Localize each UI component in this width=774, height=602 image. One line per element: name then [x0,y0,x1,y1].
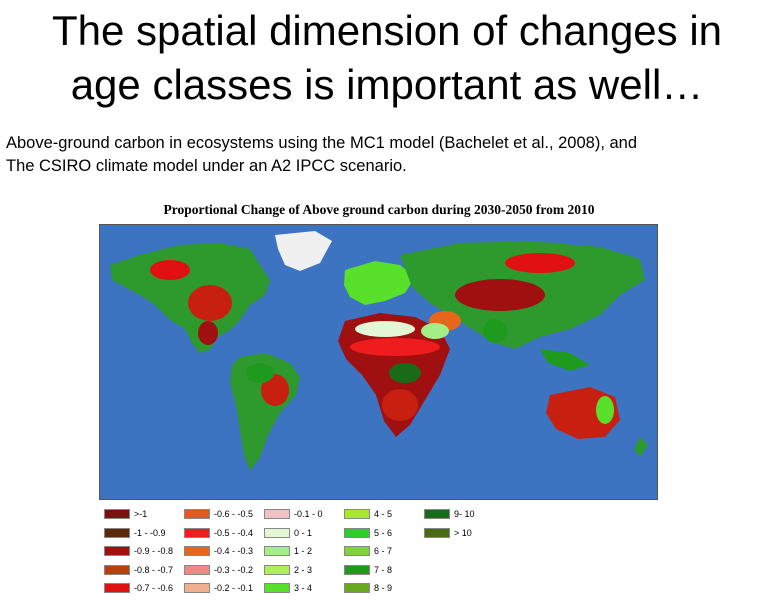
southeast-asia-islands [540,349,590,371]
subtitle-line-2: The CSIRO climate model under an A2 IPCC… [6,157,407,175]
legend-item: 8 - 9 [344,580,424,596]
subtitle-line-1: Above-ground carbon in ecosystems using … [6,134,638,152]
legend-label: -0.2 - -0.1 [214,583,254,593]
legend-label: -0.3 - -0.2 [214,564,254,575]
legend-label: -0.1 - 0 [294,509,323,519]
world-map [99,224,658,500]
europe-landmass [344,261,415,305]
legend-item: >-1 [104,506,184,522]
legend-label: 5 - 6 [374,527,393,538]
legend-label: 7 - 8 [374,564,393,575]
legend-item: -0.3 - -0.2 [184,562,264,578]
greenland-landmass [275,231,332,271]
legend-item: -0.2 - -0.1 [184,580,264,596]
legend-item: -1 - -0.9 [104,525,184,541]
legend-swatch [264,509,290,519]
sahel-red-band [350,338,440,356]
legend-label: 2 - 3 [294,564,313,575]
legend-swatch [344,583,370,593]
legend-item: 6 - 7 [344,543,424,559]
legend-swatch [264,583,290,593]
mexico-red-patch [198,321,218,345]
legend-swatch [184,527,210,538]
india-green-patch [483,319,507,343]
legend-swatch [184,564,210,575]
map-title: Proportional Change of Above ground carb… [163,202,595,217]
legend-item: 2 - 3 [264,562,344,578]
legend-label: -0.9 - -0.8 [134,546,174,556]
congo-green-patch [389,363,421,383]
legend-swatch [264,527,290,538]
legend-label: >-1 [134,509,148,519]
legend-swatch [344,509,370,519]
legend-item: -0.5 - -0.4 [184,525,264,541]
legend-label: -1 - -0.9 [134,527,166,538]
australia-green-coast [596,396,614,424]
legend-swatch [344,527,370,538]
legend-item: -0.8 - -0.7 [104,562,184,578]
legend-item: -0.9 - -0.8 [104,543,184,559]
legend-swatch [104,509,130,519]
legend-swatch [104,583,130,593]
legend-label: 3 - 4 [294,583,313,593]
legend-item: -0.1 - 0 [264,506,344,522]
legend-label: -0.6 - -0.5 [214,509,254,519]
legend-swatch [184,546,210,556]
north-america-red-patch [188,285,232,321]
legend-swatch [104,564,130,575]
slide-title-line-1: The spatial dimension of changes in [51,7,723,54]
legend-label: 6 - 7 [374,546,393,556]
legend-label: 1 - 2 [294,546,313,556]
legend-label: -0.4 - -0.3 [214,546,254,556]
legend-swatch [424,527,450,538]
new-zealand-landmass [634,437,648,457]
world-map-svg [110,231,648,471]
sahara-green-patch [355,321,415,337]
map-figure: Proportional Change of Above ground carb… [96,196,662,600]
canada-red-patch [150,260,190,280]
legend-swatch [344,546,370,556]
legend-label: 8 - 9 [374,583,393,593]
legend-item: 7 - 8 [344,562,424,578]
legend-item: -0.6 - -0.5 [184,506,264,522]
slide-subtitle: Above-ground carbon in ecosystems using … [6,132,772,178]
legend-item: 9- 10 [424,506,504,522]
legend-item: 4 - 5 [344,506,424,522]
legend-label: -0.7 - -0.6 [134,583,174,593]
legend-item: -0.4 - -0.3 [184,543,264,559]
legend-item: 0 - 1 [264,525,344,541]
slide-title: The spatial dimension of changes in age … [0,4,774,112]
legend-item: 1 - 2 [264,543,344,559]
legend-swatch [184,583,210,593]
central-asia-red-patch [455,279,545,311]
legend-label: -0.5 - -0.4 [214,527,254,538]
legend-item: > 10 [424,525,504,541]
legend-swatch [264,546,290,556]
legend-label: > 10 [454,527,472,538]
legend-item: 3 - 4 [264,580,344,596]
legend-label: 9- 10 [454,509,475,519]
legend-swatch [104,527,130,538]
amazon-green-patch [246,363,274,383]
legend-item: 5 - 6 [344,525,424,541]
south-america-red-patch [261,374,289,406]
legend-swatch [264,564,290,575]
legend-item: -0.7 - -0.6 [104,580,184,596]
legend-swatch [344,564,370,575]
legend-label: 4 - 5 [374,509,393,519]
legend-label: 0 - 1 [294,527,313,538]
slide-title-line-2: age classes is important as well… [70,61,704,108]
legend-swatch [184,509,210,519]
legend-swatch [104,546,130,556]
legend-label: -0.8 - -0.7 [134,564,174,575]
legend-swatch [424,509,450,519]
arabia-green-patch [421,323,449,339]
southern-africa-patch [382,389,418,421]
siberia-red-patch [505,253,575,273]
